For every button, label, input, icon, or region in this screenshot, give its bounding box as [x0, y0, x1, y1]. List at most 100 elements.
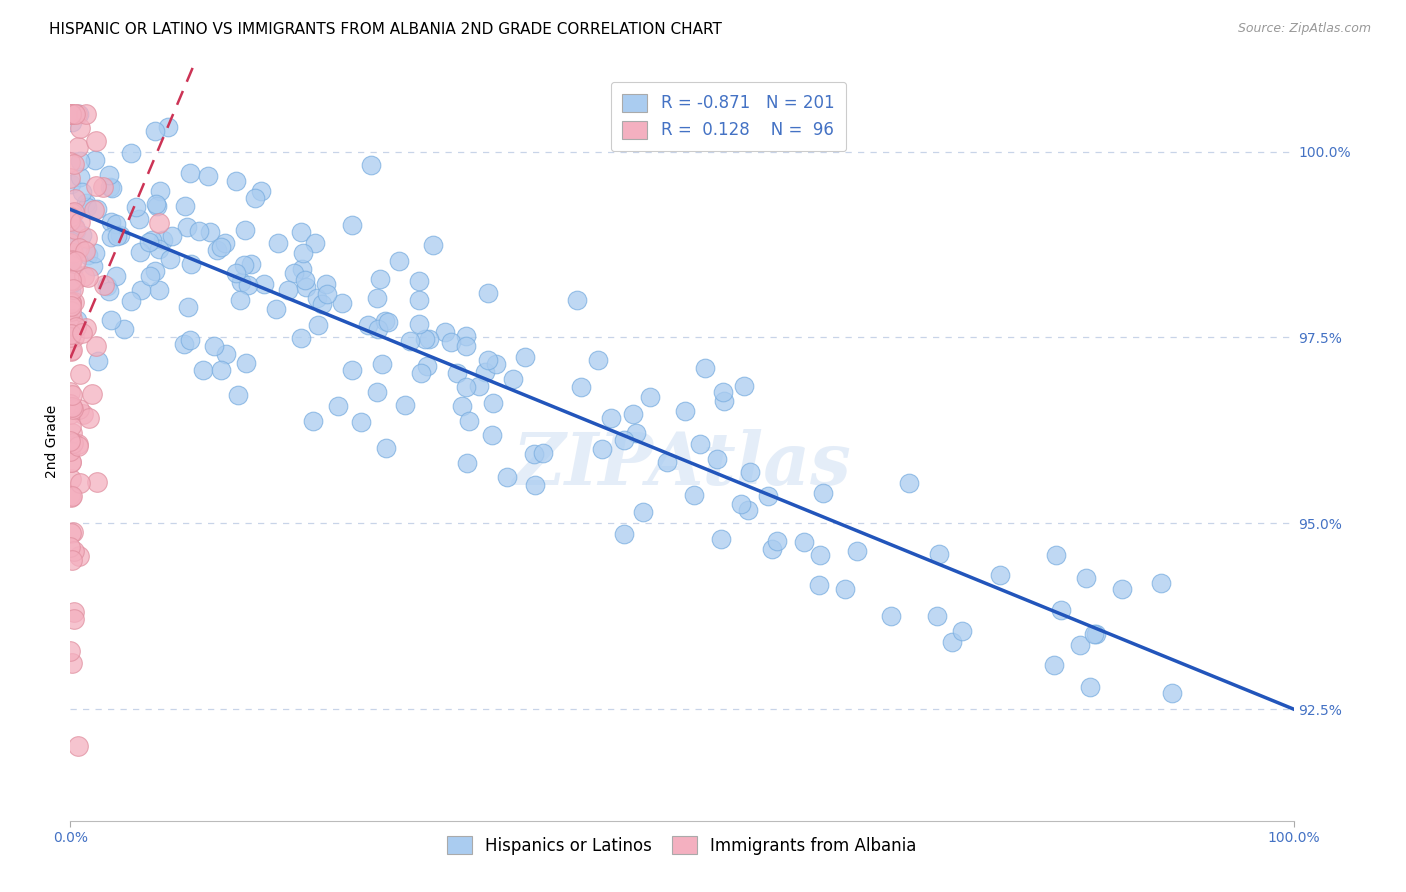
Point: [63, 192, 86, 206]
Point: [706, 452, 728, 467]
Point: [925, 609, 948, 624]
Point: [60, 253, 83, 268]
Point: [621, 407, 644, 421]
Point: [730, 498, 752, 512]
Point: [340, 363, 363, 377]
Point: [179, 333, 201, 347]
Point: [149, 184, 172, 198]
Point: [591, 442, 613, 456]
Point: [765, 533, 787, 548]
Point: [613, 433, 636, 447]
Point: [1045, 548, 1067, 562]
Point: [1043, 657, 1066, 672]
Point: [176, 219, 198, 234]
Point: [148, 243, 170, 257]
Point: [180, 257, 202, 271]
Point: [82, 260, 104, 274]
Point: [59, 326, 82, 341]
Point: [588, 353, 610, 368]
Point: [67, 107, 90, 121]
Point: [162, 228, 184, 243]
Point: [59, 540, 82, 554]
Point: [152, 233, 174, 247]
Point: [65, 273, 87, 287]
Point: [446, 366, 468, 380]
Point: [59, 396, 82, 410]
Point: [59, 178, 82, 192]
Point: [80, 386, 103, 401]
Point: [96, 278, 118, 293]
Point: [75, 196, 97, 211]
Point: [84, 245, 107, 260]
Point: [59, 419, 82, 434]
Point: [62, 656, 84, 670]
Point: [1050, 602, 1073, 616]
Point: [83, 203, 105, 218]
Point: [411, 366, 433, 380]
Point: [408, 293, 430, 308]
Point: [229, 293, 252, 308]
Point: [988, 567, 1011, 582]
Point: [72, 407, 94, 421]
Point: [756, 490, 779, 504]
Point: [63, 222, 86, 236]
Point: [60, 552, 83, 566]
Point: [198, 225, 221, 239]
Point: [159, 252, 181, 266]
Point: [59, 170, 82, 185]
Point: [59, 211, 82, 225]
Point: [204, 339, 226, 353]
Point: [62, 246, 84, 260]
Point: [73, 268, 96, 283]
Point: [62, 544, 84, 558]
Point: [112, 322, 135, 336]
Point: [209, 240, 232, 254]
Point: [294, 273, 316, 287]
Point: [880, 609, 903, 624]
Point: [75, 320, 97, 334]
Point: [60, 344, 83, 359]
Point: [307, 318, 329, 332]
Point: [59, 272, 82, 286]
Point: [173, 337, 195, 351]
Point: [62, 295, 84, 310]
Point: [98, 180, 121, 194]
Point: [84, 134, 107, 148]
Point: [898, 476, 921, 491]
Point: [264, 301, 287, 316]
Text: HISPANIC OR LATINO VS IMMIGRANTS FROM ALBANIA 2ND GRADE CORRELATION CHART: HISPANIC OR LATINO VS IMMIGRANTS FROM AL…: [49, 22, 723, 37]
Point: [63, 107, 86, 121]
Point: [187, 224, 209, 238]
Point: [456, 456, 478, 470]
Point: [1078, 680, 1101, 694]
Point: [277, 284, 299, 298]
Point: [226, 388, 249, 402]
Point: [59, 644, 82, 658]
Point: [67, 437, 90, 451]
Point: [62, 282, 84, 296]
Point: [148, 216, 170, 230]
Point: [474, 365, 496, 379]
Point: [93, 277, 115, 292]
Point: [60, 312, 83, 326]
Point: [66, 439, 89, 453]
Point: [59, 236, 82, 251]
Point: [60, 388, 83, 402]
Point: [86, 202, 108, 216]
Point: [451, 399, 474, 413]
Point: [69, 476, 91, 491]
Point: [128, 212, 150, 227]
Point: [62, 115, 84, 129]
Point: [125, 200, 148, 214]
Point: [62, 402, 84, 417]
Point: [283, 266, 305, 280]
Point: [193, 363, 215, 377]
Point: [733, 378, 755, 392]
Point: [67, 549, 90, 563]
Point: [60, 205, 83, 219]
Point: [60, 489, 83, 503]
Point: [477, 353, 499, 368]
Point: [120, 145, 142, 160]
Point: [67, 401, 90, 416]
Point: [737, 503, 759, 517]
